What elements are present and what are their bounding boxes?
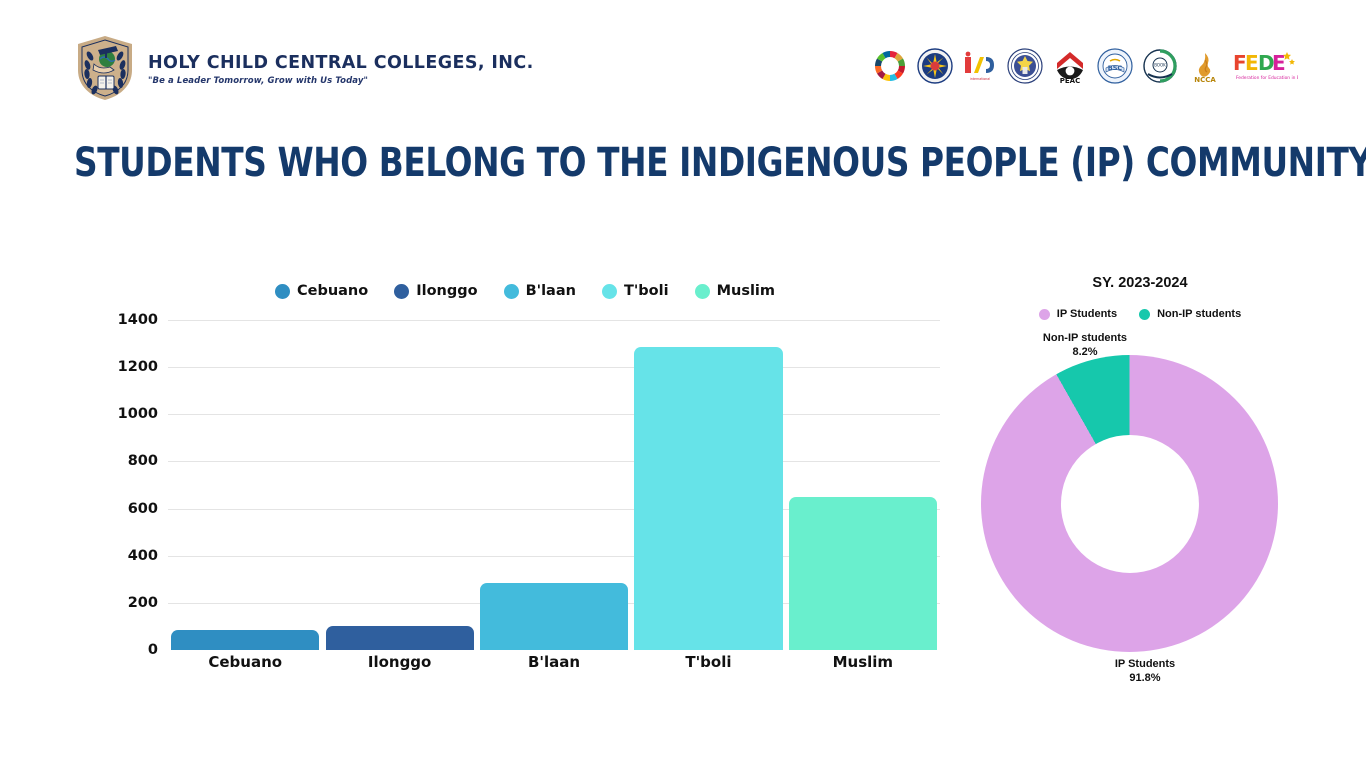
y-axis-tick: 1400 <box>117 312 158 328</box>
y-axis-tick: 800 <box>127 453 158 470</box>
bar-tboli[interactable] <box>634 347 783 650</box>
bar-slot <box>322 320 476 650</box>
donut-chart-legend: IP Students Non-IP students <box>960 308 1320 320</box>
legend-label: B'laan <box>525 283 576 299</box>
accreditation-badges: international PEAC <box>872 38 1313 94</box>
y-axis-labels: 1400 1200 1000 800 600 400 200 0 <box>110 312 158 658</box>
bar-slot <box>786 320 940 650</box>
x-axis-label: T'boli <box>685 653 732 671</box>
bar-slot <box>631 320 785 650</box>
svg-text:E: E <box>1272 51 1286 75</box>
y-axis-tick: 400 <box>127 547 158 564</box>
y-axis-tick: 1200 <box>117 359 158 376</box>
x-axis-label: B'laan <box>527 653 581 671</box>
sdg-wheel-icon <box>872 48 908 84</box>
institution-name: HOLY CHILD CENTRAL COLLEGES, INC. <box>148 53 534 74</box>
legend-swatch-icon <box>503 283 519 299</box>
legend-label: IP Students <box>1056 308 1118 320</box>
iac-logo-icon: international <box>962 48 998 84</box>
donut-hole <box>1060 434 1199 573</box>
svg-text:D: D <box>1258 51 1275 75</box>
svg-text:BOOK: BOOK <box>1154 63 1166 68</box>
x-axis-label: Muslim <box>832 653 894 671</box>
donut-label-non-ip-name: Non-IP students <box>1042 332 1128 344</box>
bar-chart: Cebuano Ilonggo B'laan T'boli Muslim 1400 120… <box>60 283 940 683</box>
x-axis-label: Cebuano <box>208 653 283 671</box>
bar-legend-item-blaan[interactable]: B'laan <box>503 283 576 299</box>
bar-muslim[interactable] <box>788 496 937 650</box>
legend-swatch-icon <box>694 283 710 299</box>
bar-legend-item-cebuano[interactable]: Cebuano <box>274 283 369 299</box>
svg-text:NCCA: NCCA <box>1194 76 1216 84</box>
bsc-seal-icon: BSC <box>1097 48 1133 84</box>
ched-seal-icon <box>917 48 953 84</box>
svg-text:Federation for Education in Eu: Federation for Education in Europe <box>1236 75 1298 81</box>
bar-chart-plot: 1400 1200 1000 800 600 400 200 0 <box>110 312 940 658</box>
legend-swatch-icon <box>601 283 617 299</box>
legend-label: Ilonggo <box>416 283 478 299</box>
bar-legend-item-tboli[interactable]: T'boli <box>601 283 669 299</box>
bar-ilonggo[interactable] <box>325 626 474 650</box>
donut-chart-title: SY. 2023-2024 <box>1092 275 1188 291</box>
bar-legend-item-ilonggo[interactable]: Ilonggo <box>394 283 478 299</box>
gridline <box>168 461 940 463</box>
svg-text:international: international <box>970 77 990 81</box>
legend-label: Muslim <box>716 283 776 299</box>
donut-label-ip: IP Students 91.8% <box>1075 657 1215 685</box>
svg-text:E: E <box>1245 51 1259 75</box>
bar-cebuano[interactable] <box>171 629 320 650</box>
bars-group <box>168 320 940 650</box>
page-title: STUDENTS WHO BELONG TO THE INDIGENOUS PE… <box>74 140 1366 186</box>
x-axis-label: Ilonggo <box>367 653 432 671</box>
peac-logo-icon: PEAC <box>1052 48 1088 85</box>
legend-swatch-icon <box>394 283 410 299</box>
book-council-icon: BOOK <box>1142 48 1178 84</box>
legend-label: Non-IP students <box>1157 308 1242 320</box>
bar-slot <box>168 320 322 650</box>
svg-text:F: F <box>1233 51 1247 75</box>
donut-label-ip-name: IP Students <box>1114 658 1176 670</box>
y-axis-tick: 1000 <box>117 406 158 423</box>
y-axis-tick: 200 <box>127 594 158 611</box>
donut-label-non-ip-value: 8.2% <box>1072 346 1098 359</box>
legend-label: Cebuano <box>296 283 369 299</box>
bar-chart-legend: Cebuano Ilonggo B'laan T'boli Muslim <box>265 283 785 299</box>
deped-seal-icon <box>1007 48 1043 84</box>
donut-legend-item-non-ip[interactable]: Non-IP students <box>1139 308 1241 320</box>
gridline <box>168 508 940 510</box>
slide-header: HOLY CHILD CENTRAL COLLEGES, INC. "Be a … <box>0 34 1366 104</box>
x-axis-labels: Cebuano Ilonggo B'laan T'boli Muslim <box>168 653 940 671</box>
donut-label-non-ip: Non-IP students 8.2% <box>1015 331 1155 359</box>
donut-ring <box>981 355 1278 652</box>
ncca-logo-icon: NCCA <box>1187 48 1223 84</box>
fede-logo-icon: F E D E Federation for Education in Euro… <box>1232 48 1313 84</box>
y-axis-tick: 600 <box>127 500 158 517</box>
donut-chart: SY. 2023-2024 IP Students Non-IP students… <box>960 275 1320 695</box>
bar-blaan[interactable] <box>479 582 629 650</box>
gridline <box>168 555 940 557</box>
bar-slot <box>477 320 631 650</box>
gridline <box>168 320 940 321</box>
bar-legend-item-muslim[interactable]: Muslim <box>694 283 776 299</box>
institution-tagline: "Be a Leader Tomorrow, Grow with Us Toda… <box>148 75 369 86</box>
gridline <box>168 414 940 416</box>
legend-label: T'boli <box>623 283 669 299</box>
legend-swatch-icon <box>1139 308 1151 320</box>
donut-label-ip-value: 91.8% <box>1129 672 1161 685</box>
y-axis-tick: 0 <box>147 642 158 658</box>
svg-text:BSC: BSC <box>1108 64 1123 72</box>
svg-text:PEAC: PEAC <box>1060 77 1080 84</box>
brand-text-block: HOLY CHILD CENTRAL COLLEGES, INC. "Be a … <box>148 50 534 86</box>
school-crest-icon <box>74 34 136 102</box>
institution-brand: HOLY CHILD CENTRAL COLLEGES, INC. "Be a … <box>74 34 534 102</box>
legend-swatch-icon <box>1038 308 1050 320</box>
donut-legend-item-ip[interactable]: IP Students <box>1038 308 1118 320</box>
gridline <box>168 367 940 369</box>
legend-swatch-icon <box>274 283 290 299</box>
